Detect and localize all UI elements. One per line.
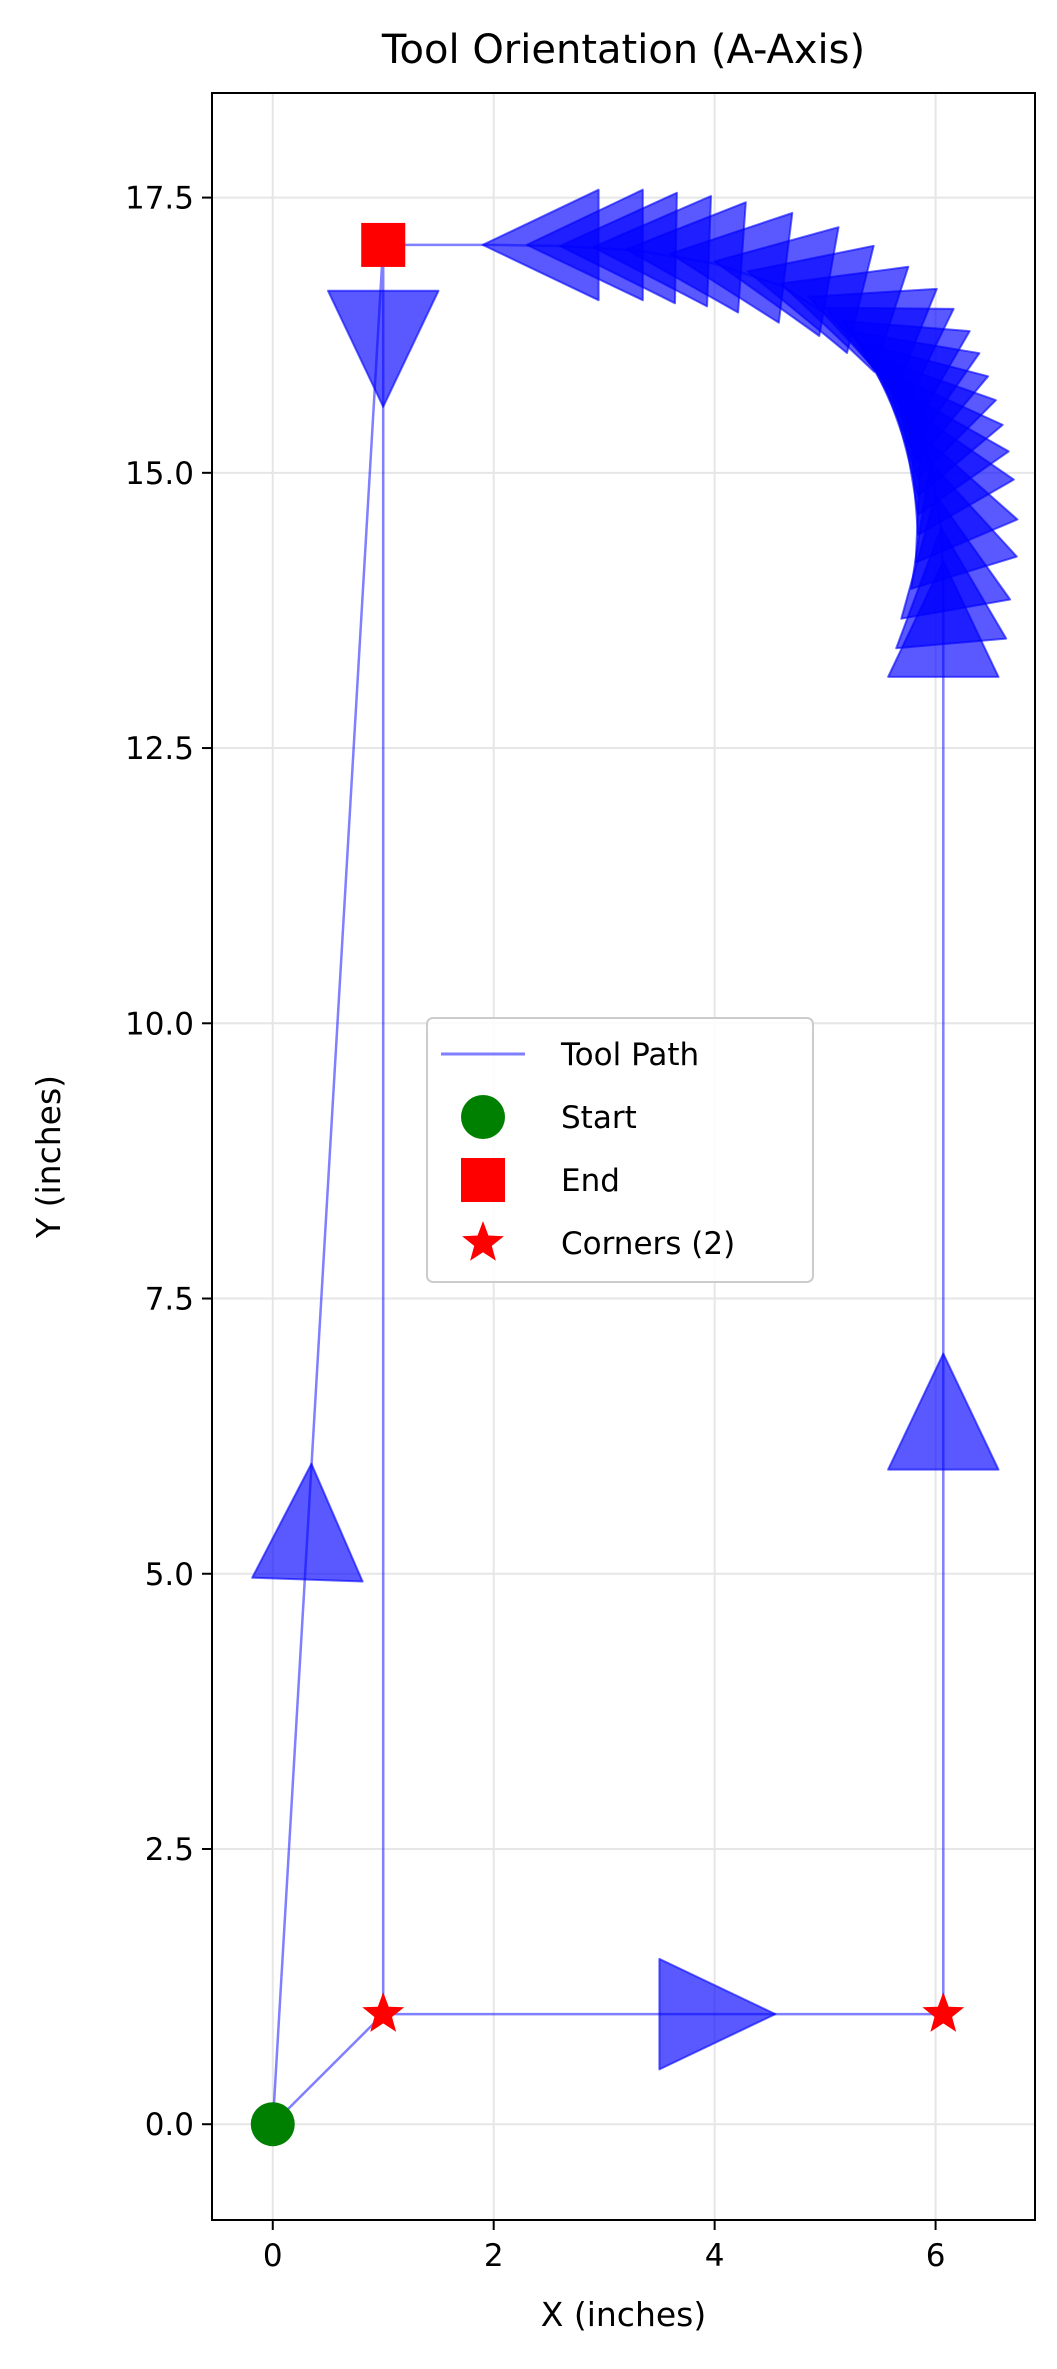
corner-marker [922,1992,965,2032]
y-axis-label: Y (inches) [29,1075,68,1239]
orientation-arrow [481,188,600,302]
axes-frame [211,92,1036,2221]
orientation-arrow [658,1957,777,2071]
end-marker [361,222,406,267]
legend-label: Start [561,1100,637,1136]
x-tick-label: 2 [484,2238,504,2274]
orientation-arrow [327,289,440,408]
legend-box [426,1017,814,1283]
y-tick-label: 5.0 [145,1557,194,1593]
y-tick-label: 2.5 [145,1832,194,1868]
y-tick-label: 0.0 [145,2107,194,2143]
legend-end-swatch [461,1158,505,1202]
x-tick-label: 0 [263,2238,283,2274]
x-axis-label: X (inches) [541,2295,706,2334]
legend-corner-swatch [462,1221,504,1261]
y-tick-label: 15.0 [125,456,194,492]
legend: Tool Path Start End Corners (2) [426,1017,814,1283]
legend-label: End [561,1163,620,1199]
y-tick-label: 17.5 [125,181,194,217]
y-tick-label: 7.5 [145,1282,194,1318]
legend-start-swatch [461,1095,505,1139]
plot-area [250,188,1019,2147]
x-tick-label: 6 [926,2238,946,2274]
y-tick-label: 10.0 [125,1006,194,1042]
axis-ticks: 0 2 4 6 0.0 2.5 5.0 7.5 10.0 12.5 15.0 17.5 [125,181,945,2274]
y-tick-label: 12.5 [125,731,194,767]
orientation-arrow [251,1462,364,1583]
orientation-arrow [887,1352,1000,1471]
x-tick-label: 4 [705,2238,725,2274]
legend-label: Tool Path [560,1037,699,1073]
chart-title: Tool Orientation (A-Axis) [381,27,865,73]
start-marker [250,2102,295,2147]
legend-label: Corners (2) [561,1226,735,1262]
corner-marker [362,1992,405,2032]
